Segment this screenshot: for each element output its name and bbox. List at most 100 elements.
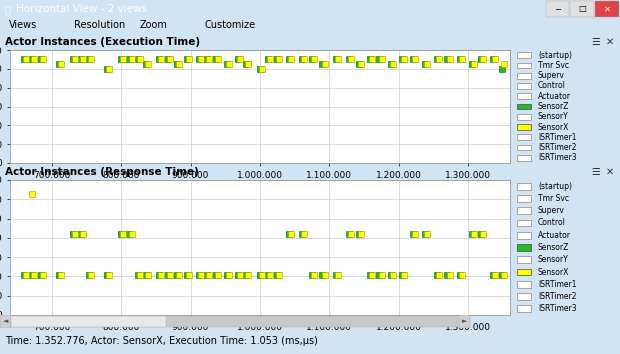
Bar <box>518 83 531 89</box>
Point <box>202 272 212 277</box>
Point <box>257 66 267 72</box>
Point <box>353 231 363 237</box>
Point <box>476 231 486 237</box>
Point <box>434 272 444 277</box>
Point <box>118 231 128 237</box>
Point <box>194 272 204 277</box>
Bar <box>518 219 531 226</box>
Bar <box>518 104 531 109</box>
Point <box>21 57 31 62</box>
Bar <box>0 315 11 328</box>
Point <box>78 231 88 237</box>
Bar <box>546 1 569 17</box>
Bar <box>518 124 531 130</box>
Text: (startup): (startup) <box>538 51 572 59</box>
Point <box>272 272 281 277</box>
Point <box>166 272 175 277</box>
Point <box>344 231 354 237</box>
Bar <box>518 104 531 109</box>
Point <box>54 61 64 67</box>
Text: SensorZ: SensorZ <box>538 102 569 111</box>
Point <box>443 272 453 277</box>
Text: Actuator: Actuator <box>538 231 571 240</box>
Point <box>445 57 454 62</box>
Point <box>346 57 356 62</box>
Point <box>233 57 243 62</box>
Text: SensorY: SensorY <box>538 255 569 264</box>
Point <box>422 61 432 67</box>
Point <box>317 272 327 277</box>
Point <box>174 272 184 277</box>
Point <box>27 57 37 62</box>
Point <box>478 57 488 62</box>
Point <box>469 231 479 237</box>
Point <box>497 66 507 72</box>
Point <box>374 272 384 277</box>
Point <box>224 272 234 277</box>
Point <box>35 57 45 62</box>
Point <box>135 272 145 277</box>
Bar <box>518 63 531 68</box>
Point <box>205 272 215 277</box>
Point <box>235 272 245 277</box>
Text: ISRTimer1: ISRTimer1 <box>538 280 577 289</box>
Bar <box>518 281 531 288</box>
Point <box>84 57 94 62</box>
Point <box>224 61 234 67</box>
Point <box>309 272 319 277</box>
Point <box>365 272 374 277</box>
Text: Customize: Customize <box>205 21 255 30</box>
Point <box>399 57 409 62</box>
Bar <box>518 195 531 202</box>
Bar <box>518 52 531 58</box>
Point <box>297 57 307 62</box>
Text: ISRTimer2: ISRTimer2 <box>538 292 577 301</box>
Point <box>184 57 194 62</box>
Point <box>388 61 397 67</box>
Text: Tmr Svc: Tmr Svc <box>538 194 569 203</box>
Text: ISRTimer3: ISRTimer3 <box>538 304 577 313</box>
Text: Resolution: Resolution <box>74 21 126 30</box>
Point <box>356 231 366 237</box>
Point <box>497 272 507 277</box>
Point <box>367 57 377 62</box>
Bar <box>570 1 594 17</box>
Point <box>374 57 384 62</box>
Point <box>467 61 477 67</box>
Point <box>432 57 442 62</box>
Point <box>255 66 265 72</box>
Point <box>284 231 294 237</box>
Point <box>243 272 253 277</box>
Point <box>133 272 143 277</box>
Point <box>118 57 128 62</box>
Point <box>490 57 500 62</box>
Text: Horizontal View - 2 views: Horizontal View - 2 views <box>16 4 146 14</box>
Point <box>420 231 430 237</box>
Text: SensorY: SensorY <box>538 112 569 121</box>
Point <box>274 272 284 277</box>
Point <box>205 57 215 62</box>
Point <box>76 231 86 237</box>
Point <box>164 272 174 277</box>
Point <box>434 57 444 62</box>
Bar <box>518 135 531 140</box>
Point <box>274 57 284 62</box>
Point <box>126 57 136 62</box>
Bar <box>518 232 531 239</box>
Point <box>332 57 342 62</box>
Point <box>213 57 223 62</box>
Point <box>38 57 48 62</box>
Point <box>467 231 477 237</box>
Point <box>196 57 206 62</box>
Bar <box>518 183 531 189</box>
Point <box>141 61 151 67</box>
Point <box>334 57 343 62</box>
Point <box>457 57 467 62</box>
Text: ✕: ✕ <box>606 167 614 177</box>
Point <box>126 231 136 237</box>
Point <box>408 57 418 62</box>
Point <box>141 272 151 277</box>
Point <box>307 57 317 62</box>
Point <box>222 272 232 277</box>
Point <box>469 61 479 67</box>
